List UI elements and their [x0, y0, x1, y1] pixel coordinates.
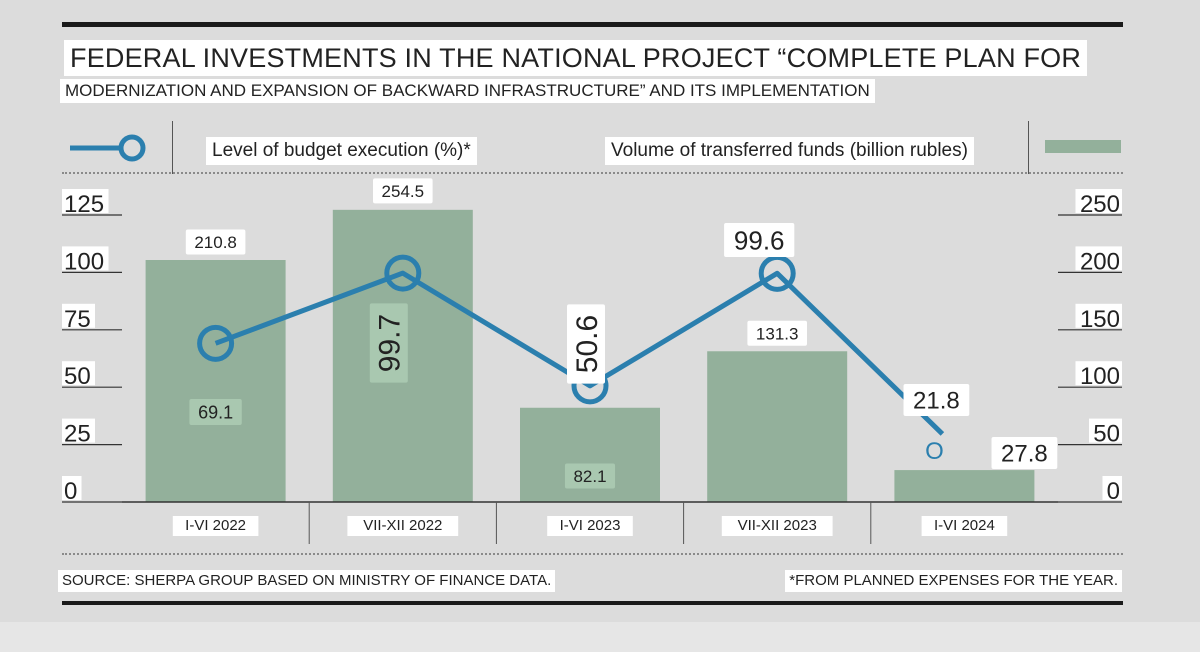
- bar: [707, 351, 848, 502]
- right-axis-tick-label: 150: [1080, 306, 1120, 333]
- chart-title-line-1: FEDERAL INVESTMENTS IN THE NATIONAL PROJ…: [64, 40, 1088, 76]
- bar: [894, 470, 1035, 502]
- bar-value-label-background: [991, 437, 1058, 469]
- bar-value-label-group: 254.5: [373, 178, 433, 204]
- legend-divider: [172, 121, 173, 174]
- legend-line-label: Level of budget execution (%)*: [206, 137, 477, 165]
- line-value-label: 69.1: [198, 402, 233, 422]
- legend-divider: [1028, 121, 1029, 174]
- left-axis-tick-background: [62, 361, 95, 386]
- bar-value-label-group: 27.8: [991, 437, 1058, 469]
- dotted-separator: [62, 553, 1123, 555]
- category-label-background: [921, 516, 1008, 536]
- chart-title-line-2: MODERNIZATION AND EXPANSION OF BACKWARD …: [60, 79, 875, 103]
- bar-value-label-background: [373, 178, 433, 204]
- last-point-marker: O: [925, 438, 944, 465]
- line-value-label-background: [369, 303, 408, 383]
- line-value-label-background: [189, 399, 242, 425]
- dotted-separator: [62, 172, 1123, 174]
- category-label: I-VI 2022: [185, 517, 246, 534]
- left-axis-tick-label: 0: [64, 478, 77, 505]
- left-axis-tick-background: [62, 303, 95, 328]
- category-label: I-VI 2024: [934, 517, 995, 534]
- category-label: VII-XII 2022: [363, 517, 442, 534]
- left-axis-tick-label: 100: [64, 248, 104, 275]
- execution-line: [214, 270, 945, 436]
- category-label: VII-XII 2023: [738, 517, 817, 534]
- source-note: SOURCE: SHERPA GROUP BASED ON MINISTRY O…: [58, 570, 556, 592]
- left-axis-tick-label: 75: [64, 306, 91, 333]
- bar-value-label: 210.8: [194, 233, 237, 252]
- right-axis-tick-background: [1089, 418, 1122, 443]
- line-value-label-background: [567, 304, 605, 384]
- bar-value-label-background: [185, 229, 246, 255]
- left-axis-tick-label: 50: [64, 363, 91, 390]
- bar-value-label: 131.3: [756, 324, 799, 343]
- line-value-label-group: 21.8: [903, 384, 970, 416]
- category-label-background: [172, 516, 259, 536]
- bar-value-label: 82.1: [573, 467, 606, 486]
- line-value-label-group: 99.6: [724, 223, 795, 257]
- category-label-background: [347, 516, 459, 536]
- right-axis-tick-background: [1075, 361, 1122, 386]
- line-value-label: 50.6: [571, 315, 604, 373]
- bar-value-label-group: 82.1: [564, 463, 616, 489]
- line-value-label-background: [724, 223, 795, 257]
- right-axis-tick-background: [1075, 189, 1122, 213]
- left-axis-tick-background: [62, 476, 82, 500]
- bar-value-label: 254.5: [382, 182, 425, 201]
- left-axis-tick-background: [62, 418, 95, 443]
- bar: [145, 260, 286, 502]
- line-value-label-background: [903, 384, 970, 416]
- legend-bar-swatch: [1045, 140, 1121, 153]
- bar-value-label-background: [564, 463, 616, 489]
- category-label-background: [721, 516, 833, 536]
- right-axis-tick-background: [1102, 476, 1122, 500]
- line-value-label-group: 50.6: [567, 304, 605, 384]
- legend-line-icon: [70, 134, 146, 162]
- line-value-label: 21.8: [913, 388, 960, 415]
- line-point-marker: [197, 324, 235, 362]
- left-axis-tick-background: [62, 246, 109, 271]
- left-axis-tick-label: 125: [64, 191, 104, 218]
- page-bottom-strip: [0, 622, 1200, 652]
- right-axis-tick-background: [1075, 246, 1122, 271]
- bar-value-label-background: [747, 320, 807, 346]
- right-axis-tick-label: 200: [1080, 248, 1120, 275]
- line-value-label-group: 69.1: [189, 399, 242, 425]
- left-axis-tick-label: 25: [64, 421, 91, 448]
- right-axis-tick-label: 50: [1093, 421, 1120, 448]
- line-value-label: 99.7: [374, 314, 407, 372]
- left-axis-tick-background: [62, 189, 109, 213]
- right-axis-tick-label: 100: [1080, 363, 1120, 390]
- bar-value-label-group: 131.3: [747, 320, 807, 346]
- category-label-background: [547, 516, 633, 536]
- line-point-marker: [758, 254, 796, 292]
- line-point-marker: [384, 254, 422, 292]
- right-axis-tick-background: [1075, 303, 1122, 328]
- category-label: I-VI 2023: [560, 517, 621, 534]
- right-axis-tick-label: 250: [1080, 191, 1120, 218]
- bar-value-label-group: 210.8: [185, 229, 246, 255]
- line-value-label: 99.6: [734, 225, 785, 255]
- right-axis-tick-label: 0: [1107, 478, 1120, 505]
- bottom-rule: [62, 601, 1123, 605]
- line-value-label-group: 99.7: [369, 303, 408, 383]
- top-rule: [62, 22, 1123, 27]
- bar-value-label: 27.8: [1001, 441, 1048, 468]
- legend-bar-label: Volume of transferred funds (billion rub…: [605, 137, 974, 165]
- footnote: *FROM PLANNED EXPENSES FOR THE YEAR.: [785, 570, 1122, 592]
